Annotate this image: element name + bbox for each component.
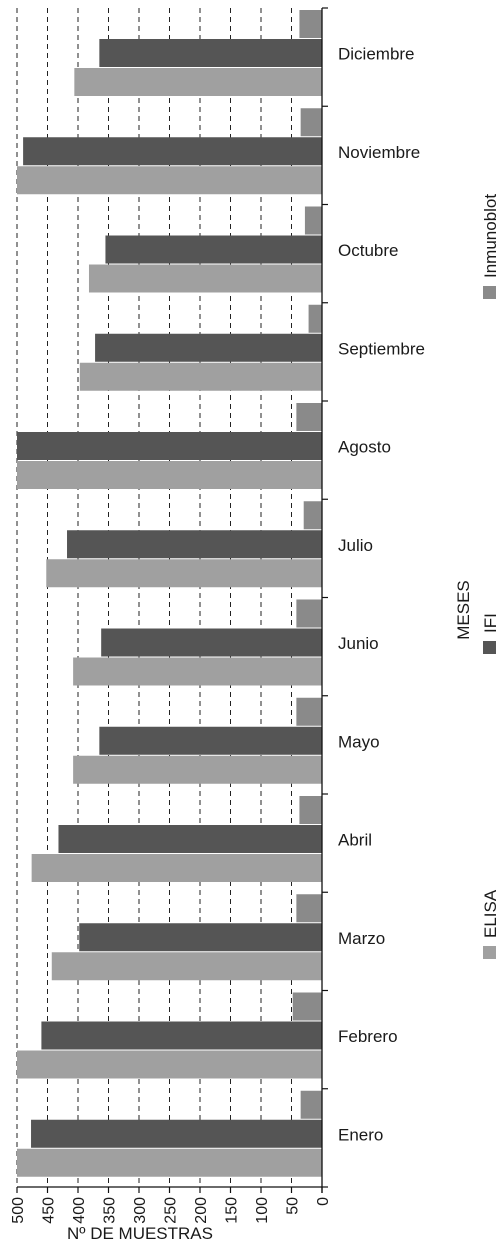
bars (17, 10, 323, 1177)
category-label: Junio (338, 634, 379, 653)
category-label: Enero (338, 1125, 383, 1144)
bar-ifi-marzo (79, 923, 322, 952)
tick-label: 250 (163, 1197, 180, 1224)
legend-label-elisa: ELISA (481, 889, 499, 938)
tick-label: 400 (71, 1197, 88, 1224)
bar-ifi-mayo (99, 726, 322, 755)
bar-elisa-julio (46, 559, 322, 588)
category-label: Julio (338, 536, 373, 555)
bar-inmunoblot-enero (300, 1090, 322, 1119)
tick-label: 100 (254, 1197, 271, 1224)
category-label: Octubre (338, 241, 398, 260)
bar-ifi-julio (67, 530, 323, 559)
value-axis: 500 450 400 350 300 250 200 150 100 50 0 (10, 7, 332, 1224)
legend: Inmunoblot IFI ELISA (481, 194, 499, 959)
tick-label: 0 (315, 1197, 332, 1206)
legend-label-inmunoblot: Inmunoblot (481, 194, 499, 278)
bar-elisa-febrero (17, 1050, 322, 1079)
legend-swatch-ifi (483, 641, 496, 654)
legend-swatch-inmunoblot (483, 286, 496, 299)
bar-ifi-abril (58, 825, 322, 853)
x-axis-title: Nº DE MUESTRAS (67, 1224, 213, 1243)
category-label: Diciembre (338, 45, 415, 64)
bar-inmunoblot-mayo (296, 697, 322, 726)
bar-elisa-diciembre (74, 68, 322, 96)
bar-inmunoblot-septiembre (308, 304, 322, 333)
bar-ifi-diciembre (99, 39, 322, 67)
legend-swatch-elisa (483, 946, 496, 959)
gridlines (16, 8, 292, 1187)
bar-inmunoblot-octubre (304, 206, 322, 235)
bar-elisa-marzo (51, 952, 323, 981)
category-label: Mayo (338, 732, 380, 751)
bar-elisa-abril (31, 854, 322, 882)
bar-elisa-septiembre (79, 362, 322, 391)
bar-ifi-junio (101, 628, 323, 657)
bar-elisa-octubre (88, 264, 322, 293)
bar-inmunoblot-noviembre (300, 108, 322, 137)
bar-inmunoblot-junio (296, 599, 322, 628)
bar-ifi-noviembre (23, 137, 322, 166)
tick-label: 200 (193, 1197, 210, 1224)
category-label: Agosto (338, 438, 391, 457)
bar-elisa-mayo (73, 755, 323, 784)
bar-inmunoblot-marzo (296, 894, 322, 923)
bar-inmunoblot-diciembre (299, 10, 322, 38)
bar-inmunoblot-julio (303, 501, 322, 530)
bar-elisa-agosto (17, 461, 322, 489)
bar-elisa-junio (73, 657, 323, 686)
category-label: Septiembre (338, 339, 425, 358)
category-labels: Diciembre Noviembre Octubre Septiembre Agost… (338, 45, 425, 1145)
tick-label: 500 (10, 1197, 27, 1224)
legend-label-ifi: IFI (481, 613, 499, 633)
bar-ifi-febrero (41, 1021, 323, 1050)
category-label: Febrero (338, 1027, 398, 1046)
tick-label: 150 (224, 1197, 241, 1224)
bar-inmunoblot-febrero (292, 992, 322, 1021)
category-label: Noviembre (338, 143, 420, 162)
tick-label: 350 (102, 1197, 119, 1224)
bar-inmunoblot-abril (299, 796, 322, 824)
bar-elisa-enero (17, 1148, 322, 1177)
bar-ifi-septiembre (95, 333, 322, 362)
tick-label: 450 (41, 1197, 58, 1224)
bar-elisa-noviembre (17, 166, 322, 195)
bar-ifi-enero (31, 1119, 323, 1148)
tick-label: 50 (285, 1197, 302, 1215)
bar-ifi-octubre (105, 235, 322, 264)
tick-label: 300 (132, 1197, 149, 1224)
bar-inmunoblot-agosto (296, 403, 322, 431)
y-axis-title: MESES (454, 580, 473, 640)
category-label: Marzo (338, 929, 385, 948)
bar-ifi-agosto (17, 432, 322, 460)
category-label: Abril (338, 831, 372, 850)
